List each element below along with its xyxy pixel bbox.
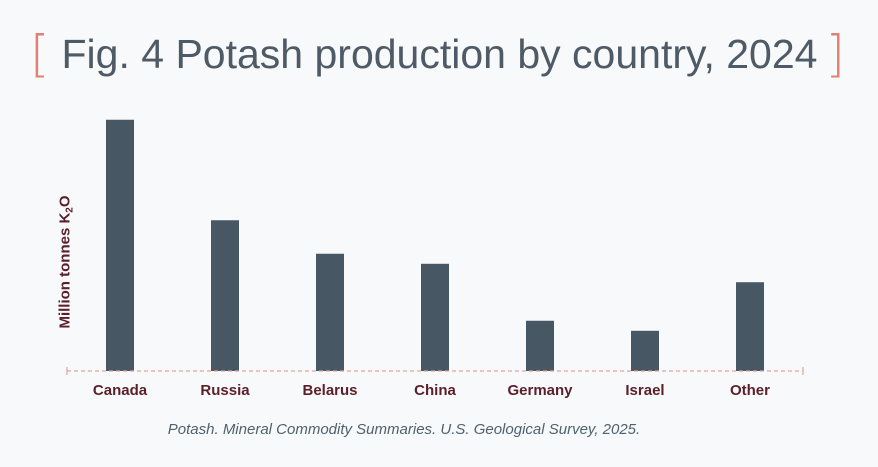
- x-tick-label-germany: Germany: [507, 382, 573, 399]
- bar-china: [421, 263, 449, 371]
- y-axis-label-suffix: O: [56, 195, 74, 208]
- x-tick-label-russia: Russia: [200, 382, 250, 399]
- bar-germany: [526, 320, 554, 371]
- x-tick-labels: Canada Russia Belarus China Germany Israel Oth…: [93, 382, 770, 399]
- source-note: Potash. Mineral Commodity Summaries. U.S…: [167, 421, 641, 438]
- figure-title: [ Fig. 4 Potash production by country, 2…: [30, 26, 845, 82]
- bar-russia: [211, 220, 239, 371]
- x-tick-label-belarus: Belarus: [302, 382, 357, 399]
- chart-title: Fig. 4 Potash production by country, 202…: [61, 31, 818, 77]
- bar-other: [736, 282, 764, 371]
- bar-group: [106, 119, 764, 371]
- y-axis-label-prefix: Million tonnes K: [56, 212, 74, 329]
- y-axis-label-subscript: 2: [64, 207, 76, 213]
- x-tick-label-other: Other: [730, 382, 770, 399]
- title-bracket-left: [: [30, 25, 50, 83]
- title-bracket-right: ]: [825, 25, 845, 83]
- x-tick-label-israel: Israel: [625, 382, 664, 399]
- y-axis-label: Million tonnes K2O: [57, 195, 76, 328]
- bar-belarus: [316, 253, 344, 371]
- bar-israel: [631, 330, 659, 371]
- bar-canada: [106, 119, 134, 371]
- x-tick-label-canada: Canada: [93, 382, 148, 399]
- x-tick-label-china: China: [414, 382, 456, 399]
